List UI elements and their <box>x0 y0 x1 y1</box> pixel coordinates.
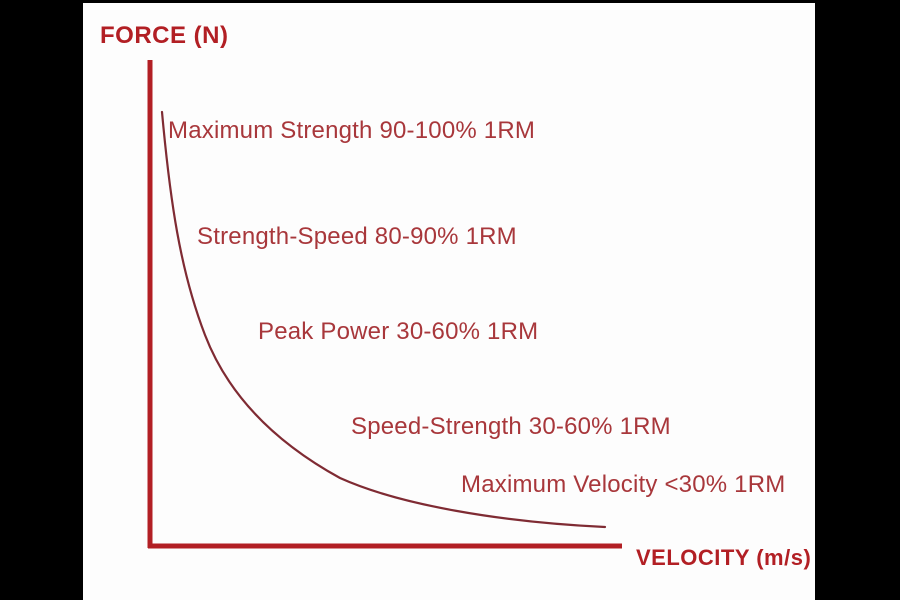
annotation-speed-strength: Speed-Strength 30-60% 1RM <box>351 413 671 440</box>
chart-panel <box>83 3 815 600</box>
force-velocity-curve <box>160 110 607 529</box>
annotation-maximum-velocity: Maximum Velocity <30% 1RM <box>461 471 786 498</box>
annotation-maximum-strength: Maximum Strength 90-100% 1RM <box>168 117 536 144</box>
x-axis-title: VELOCITY (m/s) <box>636 545 812 570</box>
annotation-strength-speed: Strength-Speed 80-90% 1RM <box>197 223 517 250</box>
annotation-peak-power: Peak Power 30-60% 1RM <box>258 318 539 345</box>
y-axis-title: FORCE (N) <box>100 22 229 49</box>
